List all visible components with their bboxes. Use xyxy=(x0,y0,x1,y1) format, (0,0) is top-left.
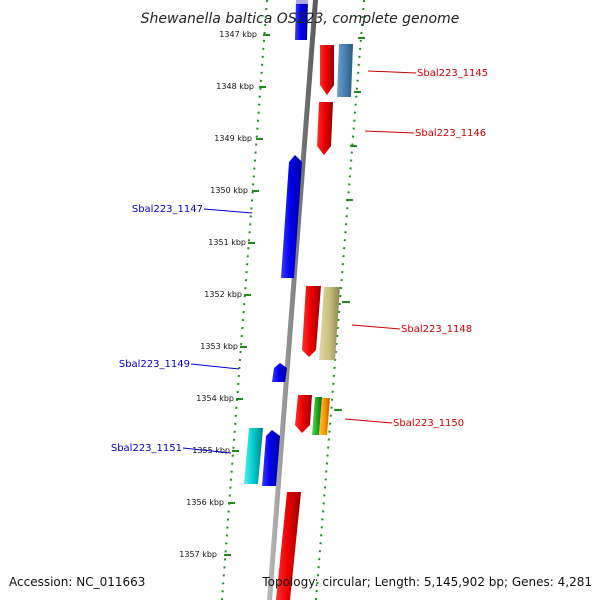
gene-block-steelblue[interactable] xyxy=(337,44,353,97)
gene-label-sbal223-1146[interactable]: Sbal223_1146 xyxy=(415,128,486,139)
tick-label: 1350 kbp xyxy=(210,186,248,195)
gene-arrow-sbal223-1151[interactable] xyxy=(262,430,280,486)
gene-label-sbal223-1150[interactable]: Sbal223_1150 xyxy=(393,418,464,429)
right-tick-marks xyxy=(334,37,365,411)
gene-arrow-sbal223-1146[interactable] xyxy=(317,102,333,155)
gene-label-sbal223-1148[interactable]: Sbal223_1148 xyxy=(401,324,472,335)
tick-label: 1352 kbp xyxy=(204,290,242,299)
tick-label: 1357 kbp xyxy=(179,550,217,559)
gene-arrow-sbal223-1147[interactable] xyxy=(281,155,302,278)
gene-label-sbal223-1149[interactable]: Sbal223_1149 xyxy=(119,359,190,370)
tick-label: 1356 kbp xyxy=(186,498,224,507)
tick-label: 1351 kbp xyxy=(208,238,246,247)
gene-label-sbal223-1145[interactable]: Sbal223_1145 xyxy=(417,68,488,79)
gene-block-cyan[interactable] xyxy=(244,428,263,484)
tick-label: 1349 kbp xyxy=(214,134,252,143)
gene-label-sbal223-1147[interactable]: Sbal223_1147 xyxy=(132,204,203,215)
gene-label-sbal223-1151[interactable]: Sbal223_1151 xyxy=(111,443,182,454)
label-connectors xyxy=(182,70,417,454)
accession-text: Accession: NC_011663 xyxy=(9,575,145,589)
gene-block-green[interactable] xyxy=(312,397,322,435)
tick-label: 1348 kbp xyxy=(216,82,254,91)
gene-block-khaki[interactable] xyxy=(319,287,340,360)
gene-block-orange[interactable] xyxy=(319,398,330,435)
gene-block-red-bottom[interactable] xyxy=(276,492,301,600)
gene-arrow-sbal223-1148[interactable] xyxy=(302,286,321,357)
genome-backbone xyxy=(267,0,318,600)
tick-label: 1354 kbp xyxy=(196,394,234,403)
gene-block-top-highlight xyxy=(296,0,308,4)
gene-labels: Sbal223_1145 Sbal223_1146 Sbal223_1147 S… xyxy=(111,68,488,454)
map-title: Shewanella baltica OS223, complete genom… xyxy=(141,11,460,27)
gene-arrow-sbal223-1145[interactable] xyxy=(320,45,334,95)
gene-block-reverse-top[interactable] xyxy=(295,0,308,40)
genome-info-text: Topology: circular; Length: 5,145,902 bp… xyxy=(261,575,592,589)
tick-label: 1347 kbp xyxy=(219,30,257,39)
gene-arrow-sbal223-1149[interactable] xyxy=(272,363,287,382)
tick-marks xyxy=(224,34,270,556)
gene-arrow-sbal223-1150[interactable] xyxy=(295,395,312,433)
tick-label: 1353 kbp xyxy=(200,342,238,351)
